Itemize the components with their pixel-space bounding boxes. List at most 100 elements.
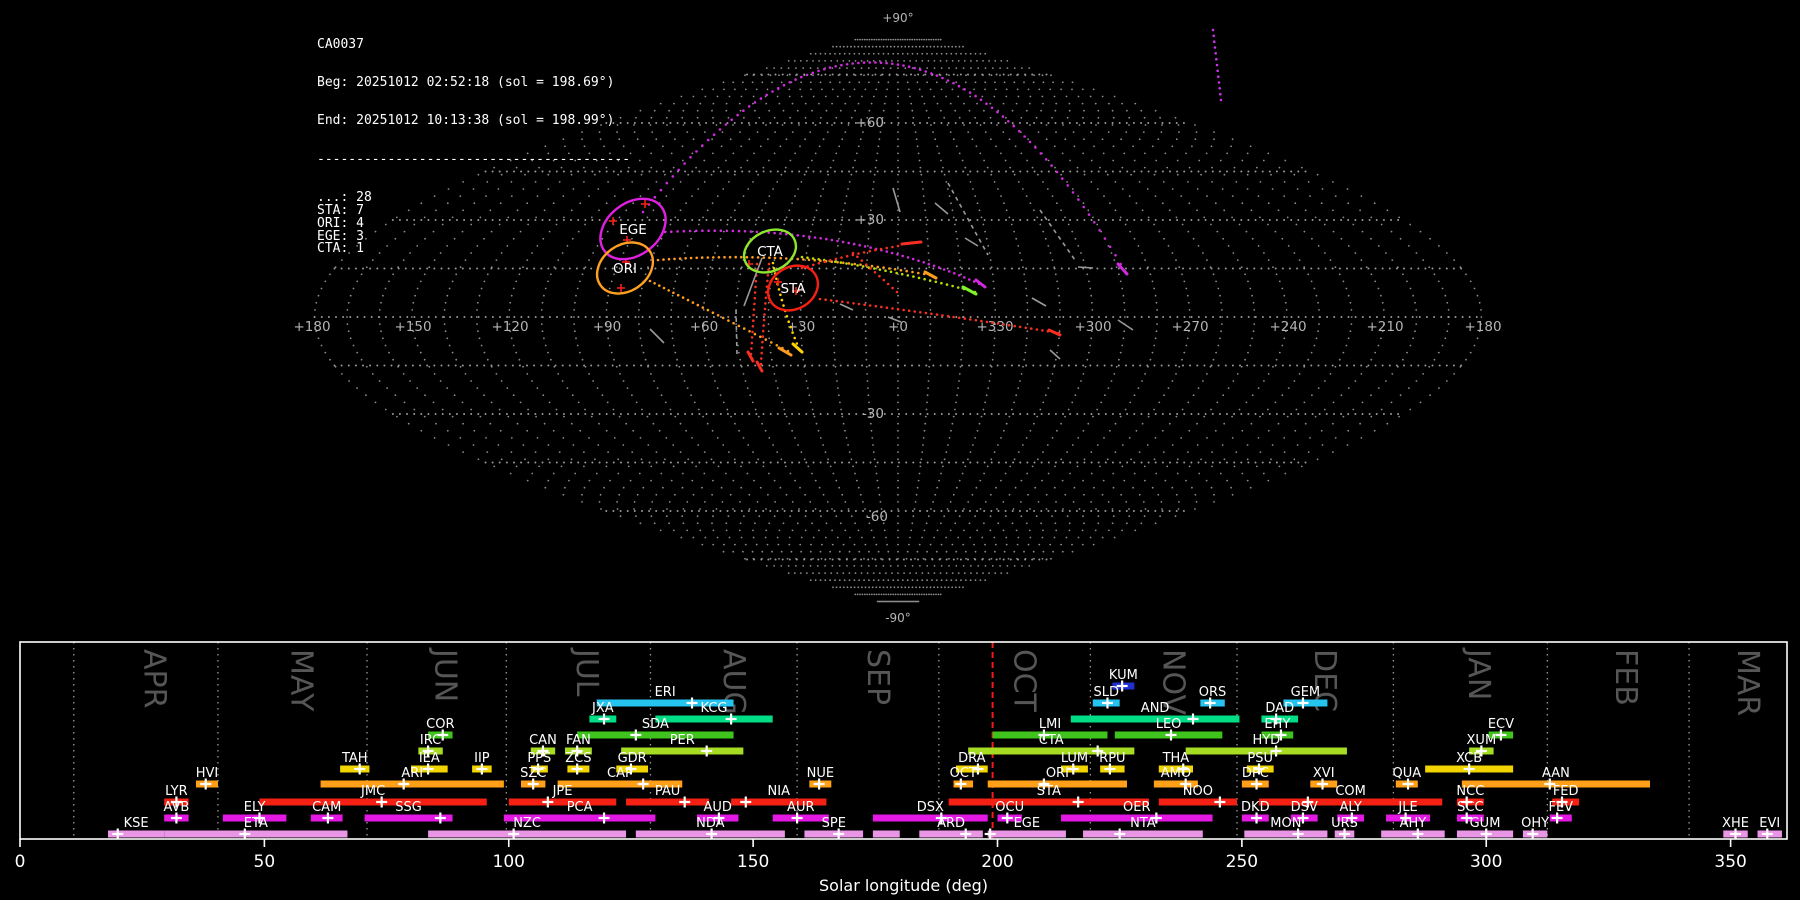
- grid-dot: [826, 131, 829, 134]
- grid-dot: [1278, 280, 1281, 283]
- grid-dot: [672, 188, 675, 190]
- grid-dot: [848, 550, 851, 553]
- grid-dot: [376, 364, 379, 367]
- grid-dot: [566, 387, 569, 389]
- grid-dot: [1212, 273, 1215, 276]
- grid-dot: [1083, 122, 1085, 124]
- grid-dot: [1160, 267, 1163, 270]
- grid-dot: [1128, 437, 1131, 439]
- grid-dot: [845, 437, 848, 439]
- grid-dot: [712, 461, 715, 464]
- grid-dot: [552, 202, 555, 205]
- grid-dot: [927, 380, 930, 382]
- grid-dot: [1307, 273, 1310, 276]
- shower-code-DAD: DAD: [1265, 701, 1294, 716]
- grid-dot: [1175, 138, 1178, 141]
- grid-dot: [669, 413, 672, 415]
- grid-dot: [833, 280, 836, 283]
- grid-dot: [842, 209, 845, 212]
- grid-dot: [931, 579, 933, 582]
- radiant-plus-mark: [609, 217, 617, 225]
- grid-dot: [765, 508, 767, 510]
- grid-dot: [1183, 461, 1186, 464]
- grid-dot: [726, 170, 729, 173]
- grid-dot: [526, 373, 529, 375]
- grid-dot: [794, 152, 796, 155]
- grid-dot: [1304, 413, 1307, 415]
- trail-dot: [787, 320, 790, 324]
- grid-dot: [1017, 73, 1019, 76]
- trail-dot: [1216, 69, 1219, 73]
- grid-dot: [495, 373, 498, 375]
- grid-dot: [1429, 237, 1431, 240]
- grid-dot: [919, 465, 922, 468]
- trail-dot: [724, 123, 728, 126]
- grid-dot: [1074, 237, 1077, 240]
- grid-dot: [866, 60, 869, 62]
- grid-dot: [804, 259, 807, 261]
- grid-dot: [1027, 543, 1030, 546]
- grid-dot: [728, 451, 730, 453]
- grid-dot: [1283, 294, 1286, 297]
- grid-dot: [1233, 170, 1236, 173]
- grid-dot: [1055, 529, 1058, 532]
- shower-bar-STA: [948, 798, 1150, 806]
- trail-dot: [777, 288, 781, 291]
- grid-dot: [588, 437, 590, 439]
- grid-dot: [1151, 486, 1154, 489]
- grid-dot: [1125, 501, 1128, 503]
- grid-dot: [996, 508, 998, 510]
- grid-dot: [1020, 152, 1023, 155]
- grid-dot: [969, 510, 971, 512]
- grid-dot: [1226, 413, 1228, 415]
- grid-dot: [989, 267, 992, 270]
- shower-code-AMO: AMO: [1161, 766, 1191, 781]
- grid-dot: [957, 60, 960, 62]
- trail-dot: [868, 304, 872, 307]
- trail-dot: [766, 279, 769, 283]
- grid-dot: [1097, 219, 1100, 221]
- grid-dot: [794, 437, 796, 439]
- grid-dot: [1297, 316, 1300, 318]
- grid-dot: [758, 515, 761, 518]
- grid-dot: [1068, 122, 1071, 124]
- grid-dot: [780, 550, 783, 553]
- grid-dot: [447, 364, 450, 367]
- grid-dot: [651, 131, 654, 134]
- grid-dot: [533, 267, 536, 270]
- trail-dot: [969, 318, 972, 321]
- grid-dot: [718, 364, 721, 367]
- grid-dot: [1290, 219, 1293, 221]
- grid-dot: [733, 458, 736, 461]
- grid-dot: [1099, 465, 1101, 468]
- grid-dot: [1398, 415, 1400, 418]
- grid-dot: [827, 173, 829, 176]
- grid-dot: [1284, 301, 1287, 304]
- grid-dot: [1197, 413, 1200, 415]
- grid-dot: [1083, 173, 1086, 176]
- grid-dot: [743, 116, 745, 119]
- grid-dot: [1113, 95, 1116, 98]
- grid-dot: [1197, 461, 1200, 464]
- grid-dot: [769, 510, 772, 512]
- grid-dot: [905, 219, 908, 221]
- grid-dot: [697, 364, 700, 367]
- grid-dot: [1061, 122, 1064, 124]
- grid-dot: [781, 73, 784, 76]
- grid-dot: [650, 515, 653, 518]
- grid-dot: [1013, 173, 1016, 176]
- grid-dot: [925, 109, 928, 112]
- grid-dot: [1065, 536, 1068, 539]
- grid-dot: [977, 565, 980, 567]
- grid-dot: [931, 558, 934, 561]
- grid-dot: [413, 408, 416, 411]
- grid-dot: [455, 219, 458, 221]
- trail-dot: [935, 74, 939, 77]
- grid-dot: [691, 437, 693, 439]
- grid-dot: [846, 45, 849, 48]
- grid-dot: [821, 543, 823, 546]
- grid-dot: [402, 373, 405, 375]
- grid-dot: [486, 451, 489, 453]
- grid-dot: [807, 166, 810, 169]
- grid-dot: [719, 219, 722, 221]
